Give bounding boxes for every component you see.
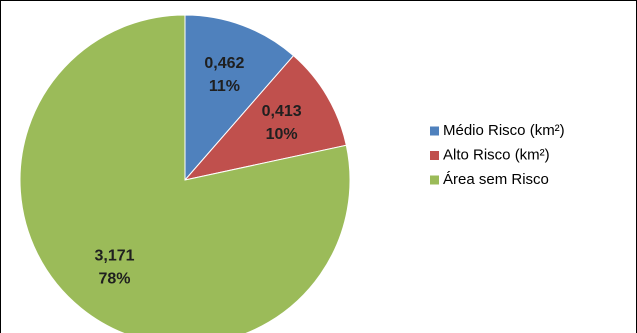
pie-slice	[183, 54, 347, 181]
legend-label: Médio Risco (km²)	[443, 122, 565, 139]
legend-marker	[430, 151, 439, 160]
percent-label: 11%	[209, 78, 240, 95]
legend-label: Área sem Risco	[443, 171, 549, 188]
percent-label: 10%	[266, 126, 298, 143]
percent-label: 78%	[98, 271, 130, 288]
data-label: 0,462	[204, 55, 244, 72]
data-label: 0,413	[262, 103, 302, 120]
legend-marker	[430, 175, 439, 185]
pie-slice	[19, 14, 351, 333]
data-label: 3,171	[94, 248, 134, 265]
legend-marker	[430, 126, 439, 136]
pie-slice	[184, 14, 295, 182]
legend-label: Alto Risco (km²)	[443, 146, 550, 163]
